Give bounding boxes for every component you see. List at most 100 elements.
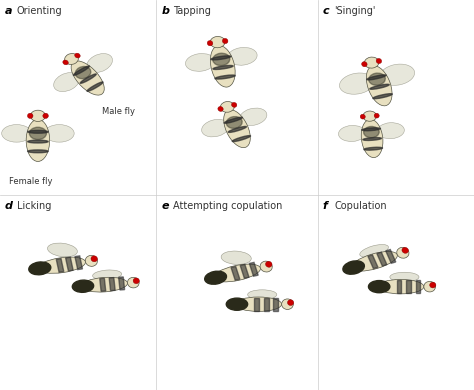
Bar xyxy=(231,266,240,280)
Ellipse shape xyxy=(380,64,415,85)
Ellipse shape xyxy=(87,53,112,73)
Bar xyxy=(65,257,73,271)
Bar xyxy=(118,277,125,290)
Text: c: c xyxy=(322,6,329,16)
Ellipse shape xyxy=(376,58,382,64)
Ellipse shape xyxy=(390,272,419,282)
Ellipse shape xyxy=(81,277,128,292)
Bar xyxy=(416,280,420,293)
Ellipse shape xyxy=(213,53,230,66)
Ellipse shape xyxy=(364,126,379,138)
Ellipse shape xyxy=(424,281,436,292)
Text: Male fly: Male fly xyxy=(102,107,135,116)
Bar xyxy=(406,280,411,293)
Ellipse shape xyxy=(429,282,436,288)
Ellipse shape xyxy=(220,101,234,112)
Ellipse shape xyxy=(360,114,365,119)
Ellipse shape xyxy=(92,270,122,280)
Ellipse shape xyxy=(265,261,272,267)
Ellipse shape xyxy=(367,75,386,80)
Ellipse shape xyxy=(352,252,397,271)
Text: Attempting copulation: Attempting copulation xyxy=(173,201,283,211)
Ellipse shape xyxy=(75,66,91,79)
Ellipse shape xyxy=(363,111,376,121)
Ellipse shape xyxy=(133,278,139,284)
Text: 'Singing': 'Singing' xyxy=(334,6,375,16)
Text: Female fly: Female fly xyxy=(9,177,53,186)
Ellipse shape xyxy=(205,271,227,284)
Bar xyxy=(264,298,269,310)
Ellipse shape xyxy=(235,297,282,311)
Ellipse shape xyxy=(73,66,90,75)
Text: Licking: Licking xyxy=(17,201,51,211)
Ellipse shape xyxy=(377,123,404,139)
Ellipse shape xyxy=(27,113,33,119)
Ellipse shape xyxy=(224,117,242,123)
Text: Copulation: Copulation xyxy=(334,201,387,211)
Text: a: a xyxy=(5,6,12,16)
Ellipse shape xyxy=(402,247,409,253)
Ellipse shape xyxy=(215,75,235,79)
Ellipse shape xyxy=(30,110,46,121)
Bar xyxy=(255,298,259,310)
Ellipse shape xyxy=(54,73,80,92)
Ellipse shape xyxy=(362,62,367,67)
Ellipse shape xyxy=(43,113,48,119)
Ellipse shape xyxy=(224,110,250,148)
Ellipse shape xyxy=(365,57,379,68)
Ellipse shape xyxy=(364,147,383,150)
Text: f: f xyxy=(322,201,327,211)
Ellipse shape xyxy=(343,261,365,274)
Text: d: d xyxy=(5,201,13,211)
Bar xyxy=(249,262,258,276)
Ellipse shape xyxy=(207,41,213,46)
Ellipse shape xyxy=(213,264,261,282)
Ellipse shape xyxy=(366,66,392,106)
Ellipse shape xyxy=(338,126,365,142)
Ellipse shape xyxy=(80,74,96,83)
Ellipse shape xyxy=(210,37,225,48)
Ellipse shape xyxy=(370,84,389,89)
Ellipse shape xyxy=(362,128,381,131)
Ellipse shape xyxy=(91,256,98,262)
Ellipse shape xyxy=(26,119,50,161)
Ellipse shape xyxy=(185,53,215,71)
Bar xyxy=(109,278,115,291)
Ellipse shape xyxy=(27,130,48,133)
Ellipse shape xyxy=(1,125,31,142)
Text: Tapping: Tapping xyxy=(173,6,211,16)
Ellipse shape xyxy=(27,150,48,153)
Ellipse shape xyxy=(368,280,390,293)
Ellipse shape xyxy=(73,280,94,292)
Ellipse shape xyxy=(363,138,382,140)
Ellipse shape xyxy=(232,136,250,142)
Ellipse shape xyxy=(228,126,246,133)
Ellipse shape xyxy=(226,117,242,128)
Bar xyxy=(397,280,401,293)
Text: Orienting: Orienting xyxy=(17,6,62,16)
Ellipse shape xyxy=(218,106,223,112)
Bar xyxy=(56,259,64,272)
Bar xyxy=(273,298,278,310)
Ellipse shape xyxy=(221,251,251,264)
Ellipse shape xyxy=(369,73,385,85)
Bar xyxy=(368,255,378,269)
Ellipse shape xyxy=(239,108,267,126)
Ellipse shape xyxy=(397,247,409,258)
Ellipse shape xyxy=(201,119,229,137)
Ellipse shape xyxy=(87,82,103,91)
Bar xyxy=(240,264,249,278)
Ellipse shape xyxy=(44,125,74,142)
Ellipse shape xyxy=(128,277,139,288)
Ellipse shape xyxy=(29,127,46,140)
Ellipse shape xyxy=(38,257,85,273)
Ellipse shape xyxy=(374,113,379,118)
Ellipse shape xyxy=(210,46,235,87)
Ellipse shape xyxy=(228,48,257,65)
Ellipse shape xyxy=(85,255,98,266)
Ellipse shape xyxy=(63,60,68,65)
Ellipse shape xyxy=(339,73,374,94)
Ellipse shape xyxy=(211,56,231,60)
Ellipse shape xyxy=(373,94,392,99)
Ellipse shape xyxy=(361,119,383,158)
